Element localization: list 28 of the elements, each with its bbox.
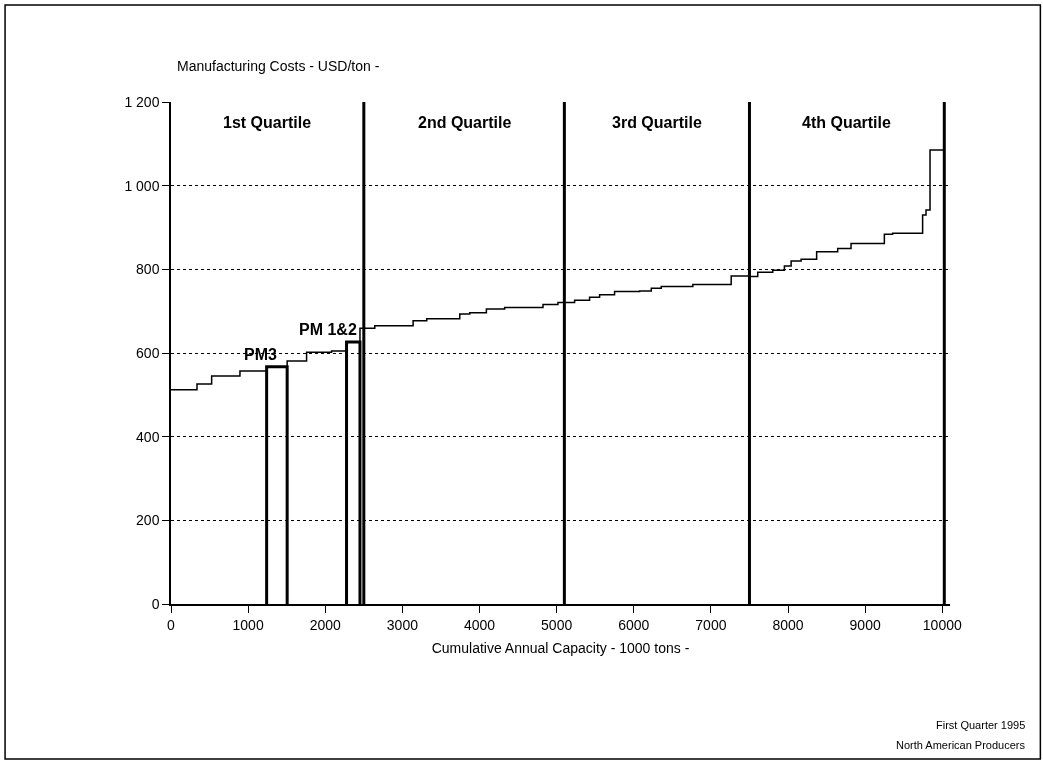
annotation: 4th Quartile [802,114,892,131]
x-tick-label: 7000 [695,616,727,633]
y-tick-label: 0 [151,595,160,612]
y-axis-title: Manufacturing Costs - USD/ton - [177,58,380,74]
y-tick-label: 600 [136,344,160,361]
x-tick-label: 6000 [618,616,650,633]
y-tick-label: 400 [136,428,160,445]
x-axis-title: Cumulative Annual Capacity - 1000 tons - [431,640,690,657]
text: North American Producers [896,739,1026,751]
x-tick-label: 5000 [541,616,573,633]
x-tick-label: 10000 [922,616,962,633]
x-tick-label: 8000 [772,616,804,633]
y-tick-label: 800 [136,261,160,278]
y-tick-label: 1 200 [124,93,160,110]
x-tick-label: 1000 [232,616,264,633]
x-tick-label: 0 [167,616,176,633]
series-label: PM3 [244,346,277,363]
y-tick-label: 200 [136,512,160,529]
annotation: 3rd Quartile [612,114,702,131]
x-tick-label: 2000 [309,616,342,633]
annotation: 2nd Quartile [418,114,512,131]
annotation: 1st Quartile [223,114,312,131]
series-label: PM 1&2 [299,321,357,338]
x-tick-label: 4000 [463,616,496,633]
x-tick-label: 9000 [849,616,881,633]
y-tick-label: 1 000 [124,177,160,194]
text: First Quarter 1995 [936,719,1026,731]
x-tick-label: 3000 [386,616,419,633]
